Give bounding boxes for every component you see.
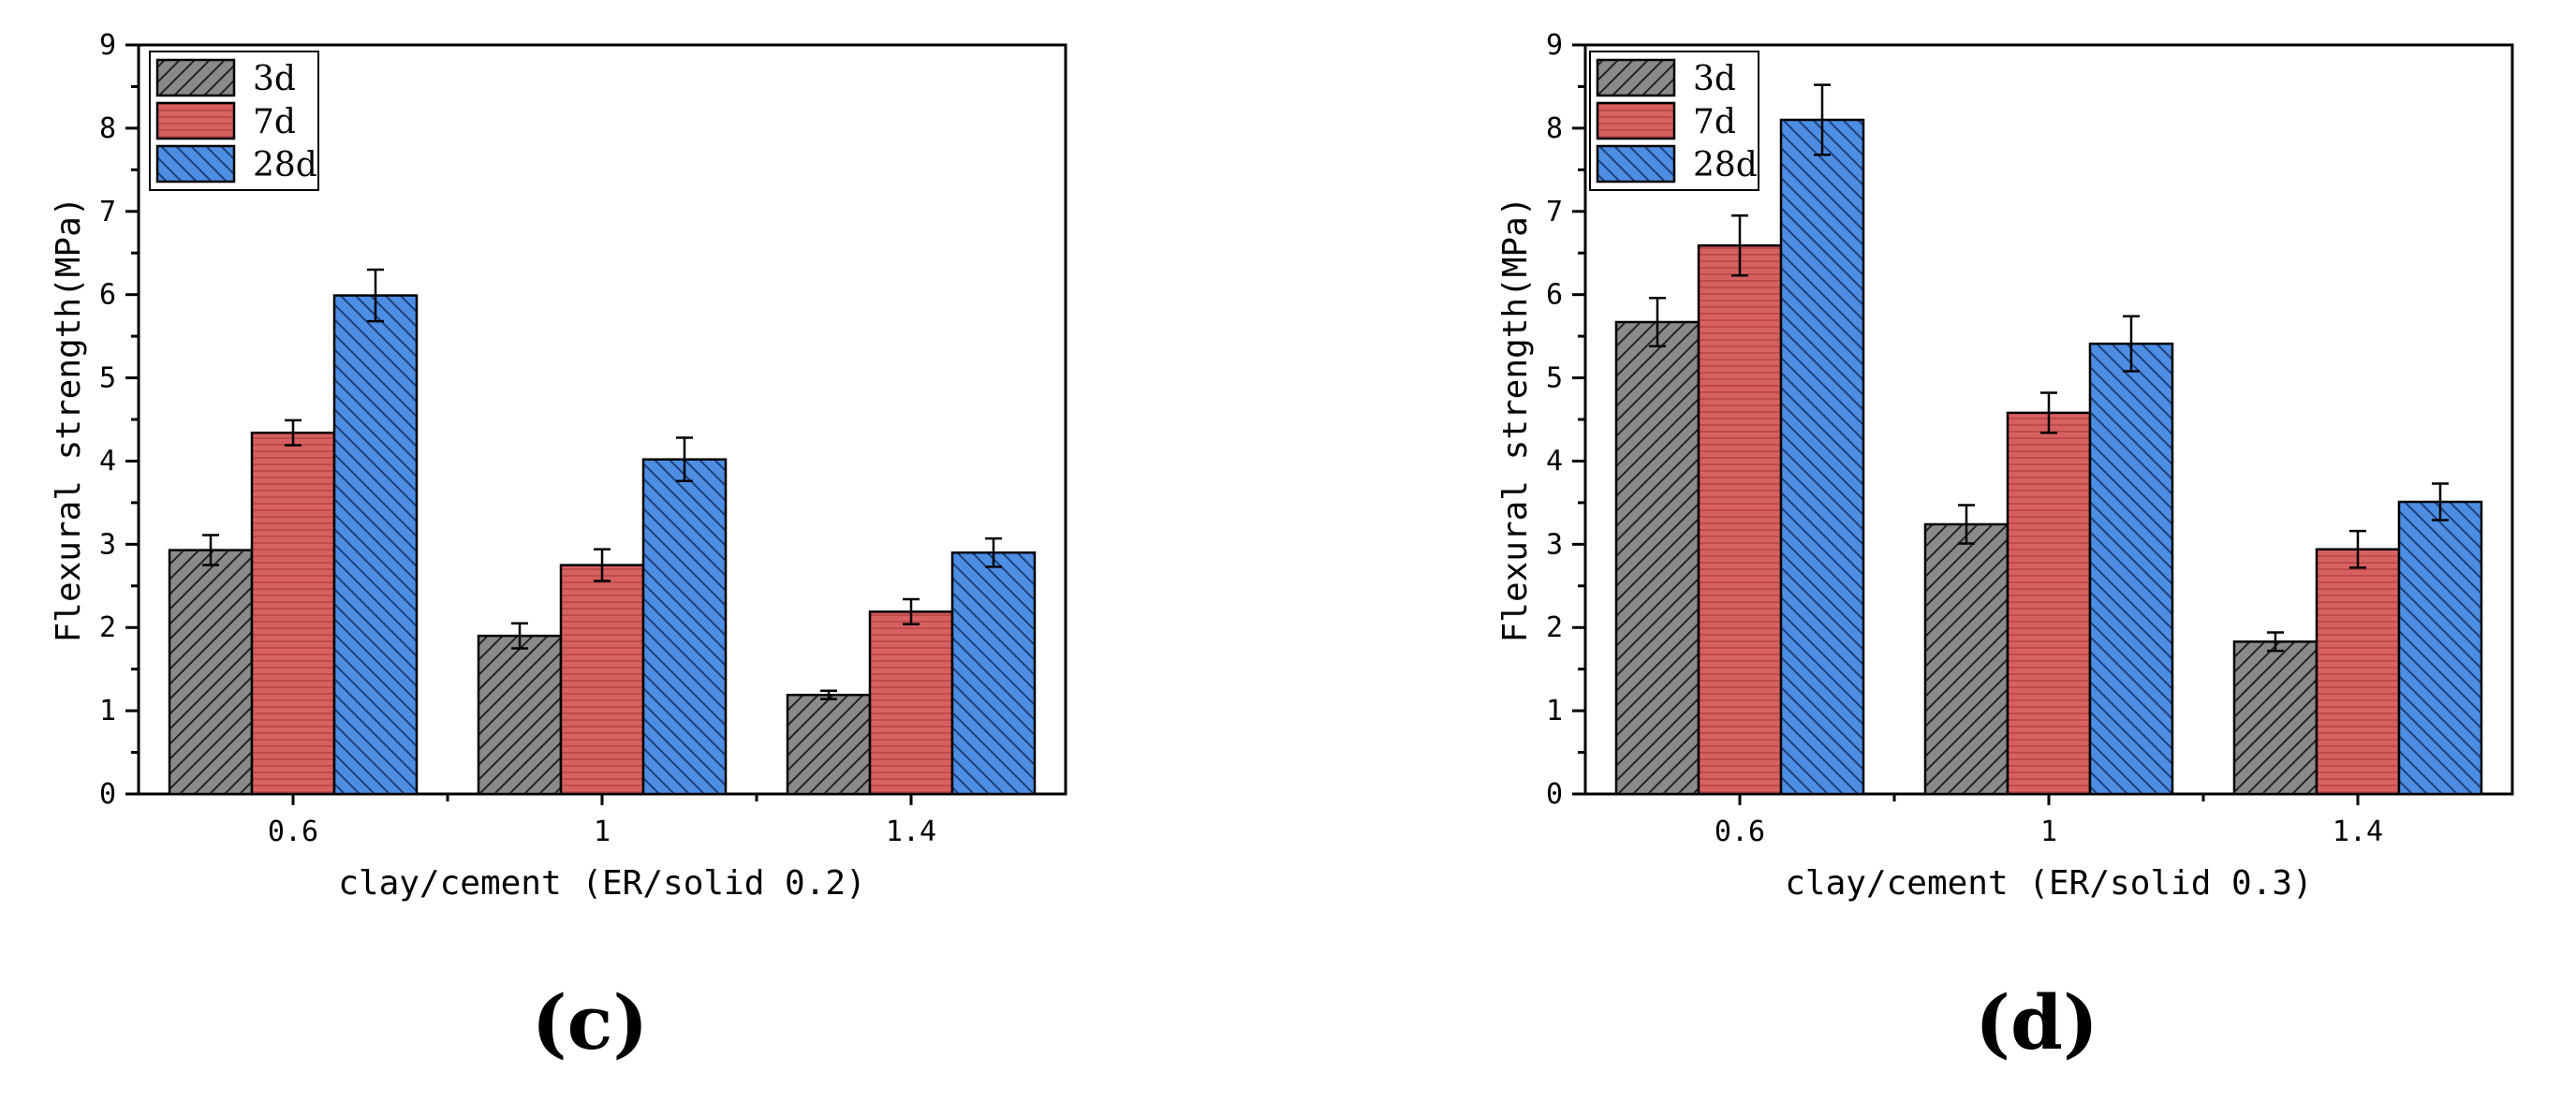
y-tick-label-c-4: 4 [99, 445, 116, 478]
legend-label-3d-c: 3d [253, 60, 296, 98]
y-tick-label-d-8: 8 [1546, 112, 1563, 145]
y-tick-label-c-9: 9 [99, 29, 116, 62]
bar-d-3d-1.4 [2232, 640, 2318, 796]
y-tick-label-d-9: 9 [1546, 29, 1563, 62]
x-axis-title-c: clay/cement (ER/solid 0.2) [338, 864, 866, 903]
legend-label-28d-c: 28d [253, 146, 317, 184]
y-tick-label-d-3: 3 [1546, 528, 1563, 561]
chart-panel-c: 0 1 2 3 4 5 6 7 8 9 0.6 1 1.4 Flexural strength(MPa… [50, 29, 1067, 1066]
bar-c-28d-1 [641, 458, 728, 796]
y-tick-label-c-1: 1 [99, 695, 116, 727]
y-tick-label-c-2: 2 [99, 611, 116, 644]
y-tick-label-d-2: 2 [1546, 611, 1563, 644]
legend-label-7d-c: 7d [253, 103, 296, 141]
y-axis-title-d: Flexural strength(MPa) [1496, 197, 1535, 643]
legend-label-28d-d: 28d [1693, 146, 1758, 184]
chart-panel-d: 0 1 2 3 4 5 6 7 8 9 0.6 1 1.4 Flexural strength(MPa… [1496, 29, 2514, 1066]
legend-swatch-3d-c [155, 58, 236, 97]
x-ticks-c: 0.6 1 1.4 [268, 794, 936, 848]
x-tick-label-c-2: 1.4 [886, 815, 936, 848]
y-tick-label-c-5: 5 [99, 362, 116, 395]
legend-swatch-3d-d [1596, 58, 1676, 97]
legend-label-7d-d: 7d [1693, 103, 1736, 141]
error-bars-c [202, 268, 1002, 700]
y-tick-label-c-0: 0 [99, 778, 116, 811]
bar-d-28d-0.6 [1779, 118, 1865, 796]
error-bars-d [1649, 83, 2449, 653]
legend-swatch-7d-c [155, 101, 236, 140]
y-ticks-c: 0 1 2 3 4 5 6 7 8 9 [99, 29, 139, 811]
bar-d-7d-1.4 [2315, 548, 2401, 796]
bar-d-3d-0.6 [1614, 320, 1700, 796]
bar-d-28d-1.4 [2397, 500, 2483, 796]
panel-label-c: (c) [532, 978, 648, 1066]
legend-swatch-28d-d [1596, 144, 1676, 184]
bar-d-3d-1 [1923, 522, 2009, 796]
y-tick-label-c-7: 7 [99, 196, 116, 228]
bar-d-7d-0.6 [1697, 243, 1783, 796]
bars-d [1614, 118, 2483, 796]
x-tick-label-d-1: 1 [2040, 815, 2057, 848]
y-tick-label-c-6: 6 [99, 279, 116, 312]
y-tick-label-d-6: 6 [1546, 279, 1563, 312]
x-axis-title-d: clay/cement (ER/solid 0.3) [1785, 864, 2313, 903]
x-tick-label-c-0: 0.6 [268, 815, 318, 848]
y-tick-label-d-0: 0 [1546, 778, 1563, 811]
legend-c: 3d 7d 28d [149, 51, 319, 191]
bar-c-3d-1.4 [786, 693, 872, 796]
y-tick-label-d-7: 7 [1546, 196, 1563, 228]
x-ticks-d: 0.6 1 1.4 [1715, 794, 2383, 848]
bars-c [168, 294, 1037, 796]
bar-c-7d-1.4 [868, 610, 954, 796]
legend-swatch-7d-d [1596, 101, 1676, 140]
legend-swatch-28d-c [155, 144, 236, 184]
panel-label-d: (d) [1975, 978, 2098, 1066]
legend-d: 3d 7d 28d [1589, 51, 1759, 191]
bar-d-7d-1 [2006, 411, 2092, 796]
bar-c-7d-1 [559, 564, 645, 796]
bar-c-28d-1.4 [950, 551, 1037, 796]
x-tick-label-d-2: 1.4 [2333, 815, 2383, 848]
bar-d-28d-1 [2088, 342, 2174, 796]
y-tick-label-d-1: 1 [1546, 695, 1563, 727]
bar-c-3d-0.6 [168, 549, 254, 796]
x-tick-label-c-1: 1 [594, 815, 611, 848]
y-tick-label-d-5: 5 [1546, 362, 1563, 395]
bar-c-7d-0.6 [250, 431, 336, 796]
y-tick-label-c-8: 8 [99, 112, 116, 145]
y-axis-title-c: Flexural strength(MPa) [50, 197, 88, 643]
legend-label-3d-d: 3d [1693, 60, 1736, 98]
y-tick-label-d-4: 4 [1546, 445, 1563, 478]
bar-c-3d-1 [477, 634, 563, 796]
y-tick-label-c-3: 3 [99, 528, 116, 561]
y-ticks-d: 0 1 2 3 4 5 6 7 8 9 [1546, 29, 1585, 811]
x-tick-label-d-0: 0.6 [1715, 815, 1765, 848]
bar-c-28d-0.6 [332, 294, 419, 796]
